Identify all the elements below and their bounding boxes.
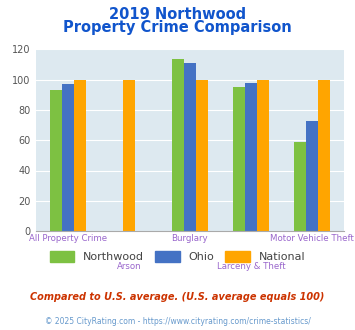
Bar <box>50 90 62 231</box>
Text: Property Crime Comparison: Property Crime Comparison <box>63 20 292 35</box>
Text: Arson: Arson <box>116 262 141 271</box>
Bar <box>184 63 196 231</box>
Text: Larceny & Theft: Larceny & Theft <box>217 262 285 271</box>
Bar <box>62 84 74 231</box>
Text: Compared to U.S. average. (U.S. average equals 100): Compared to U.S. average. (U.S. average … <box>30 292 325 302</box>
Bar <box>294 142 306 231</box>
Bar <box>171 58 184 231</box>
Bar <box>123 80 135 231</box>
Bar <box>196 80 208 231</box>
Bar <box>257 80 269 231</box>
Legend: Northwood, Ohio, National: Northwood, Ohio, National <box>45 247 310 267</box>
Bar <box>245 83 257 231</box>
Bar <box>74 80 86 231</box>
Bar <box>233 87 245 231</box>
Text: © 2025 CityRating.com - https://www.cityrating.com/crime-statistics/: © 2025 CityRating.com - https://www.city… <box>45 317 310 326</box>
Bar <box>306 120 318 231</box>
Bar <box>318 80 330 231</box>
Text: 2019 Northwood: 2019 Northwood <box>109 7 246 22</box>
